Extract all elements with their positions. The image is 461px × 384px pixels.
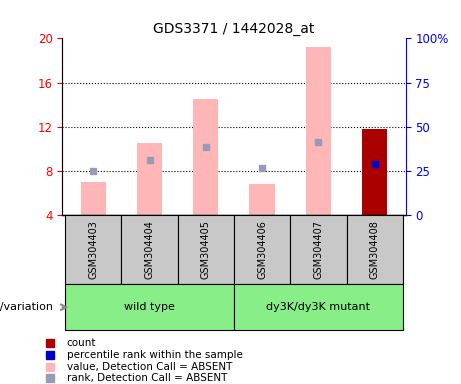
Bar [306,47,331,215]
Text: GSM304406: GSM304406 [257,220,267,279]
Bar [65,215,121,284]
Bar [137,143,162,215]
Bar [362,129,387,215]
Title: GDS3371 / 1442028_at: GDS3371 / 1442028_at [153,22,315,36]
Text: genotype/variation: genotype/variation [0,302,53,312]
Text: GSM304403: GSM304403 [88,220,98,279]
Text: dy3K/dy3K mutant: dy3K/dy3K mutant [266,302,370,312]
Bar [65,284,234,330]
Text: wild type: wild type [124,302,175,312]
Bar [177,215,234,284]
Text: GSM304407: GSM304407 [313,220,324,279]
Bar [81,182,106,215]
Text: GSM304405: GSM304405 [201,220,211,279]
Bar [234,284,403,330]
Bar [347,215,403,284]
Text: rank, Detection Call = ABSENT: rank, Detection Call = ABSENT [66,373,227,383]
Bar [234,215,290,284]
Text: count: count [66,338,96,348]
Text: GSM304404: GSM304404 [144,220,154,279]
Bar [290,215,347,284]
Text: value, Detection Call = ABSENT: value, Detection Call = ABSENT [66,361,232,372]
Bar [121,215,177,284]
Text: GSM304408: GSM304408 [370,220,380,279]
Bar [249,184,275,215]
Bar [193,99,219,215]
Text: percentile rank within the sample: percentile rank within the sample [66,350,242,360]
